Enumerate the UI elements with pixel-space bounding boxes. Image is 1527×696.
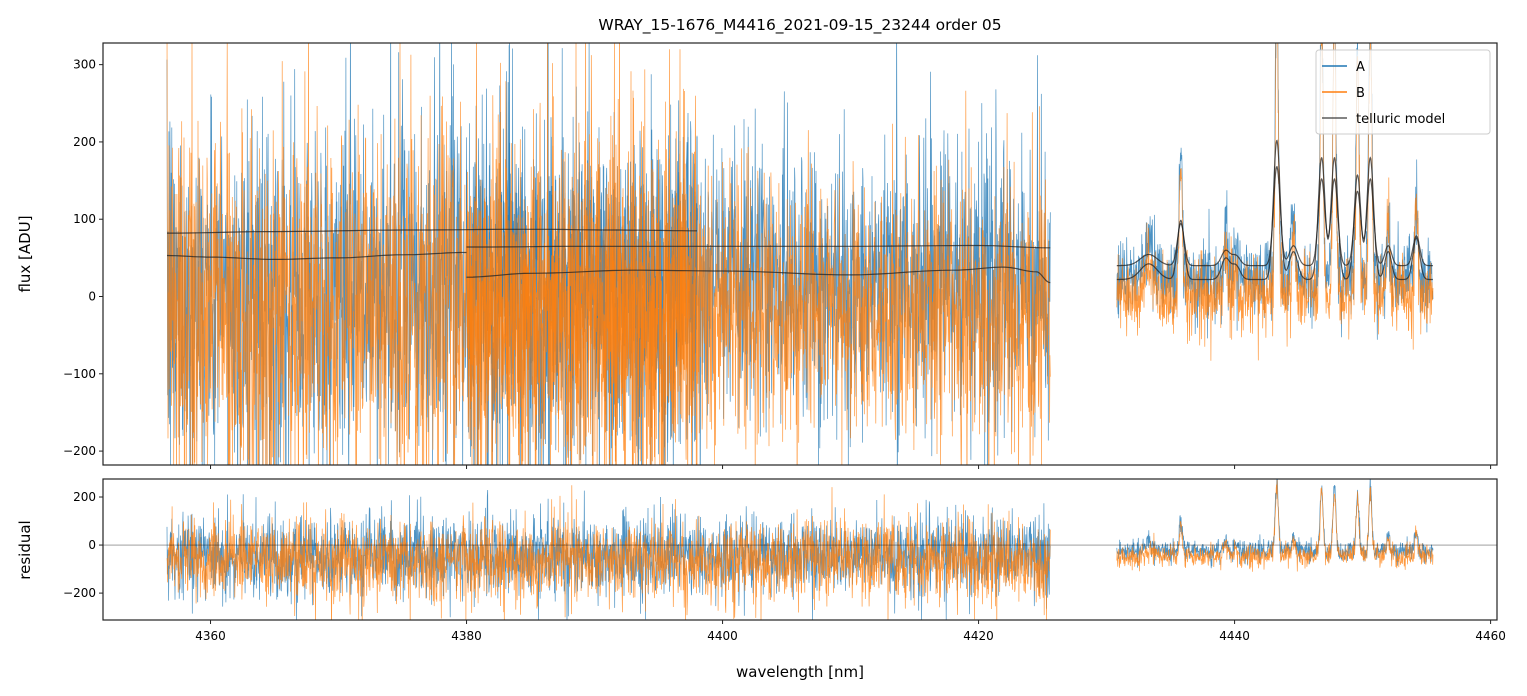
axes: −200 −100 0 100 200 300 −200 0 200 4360 4380 4400 44… [63, 42, 1506, 643]
y-tick-label: −100 [63, 367, 96, 381]
y-tick-label: 0 [88, 290, 96, 304]
x-axis-label: wavelength [nm] [736, 663, 864, 681]
y-tick-label: 100 [73, 212, 96, 226]
y-tick-label: 200 [73, 490, 96, 504]
residual-ylabel: residual [16, 520, 34, 579]
residual-panel-data [166, 479, 1434, 620]
legend: A B telluric model [1315, 49, 1491, 135]
x-tick-label: 4420 [963, 629, 994, 643]
legend-box [1315, 49, 1491, 135]
y-tick-label: 200 [73, 135, 96, 149]
legend-label-telluric: telluric model [1356, 112, 1445, 127]
flux-panel-data [166, 43, 1434, 465]
x-tick-label: 4460 [1475, 629, 1506, 643]
telluric-model-line [466, 244, 1051, 249]
x-tick-label: 4440 [1219, 629, 1250, 643]
x-tick-label: 4400 [707, 629, 738, 643]
telluric-model-line [167, 228, 697, 234]
flux-ylabel: flux [ADU] [16, 215, 34, 292]
legend-label-b: B [1356, 86, 1365, 101]
x-tick-label: 4360 [195, 629, 226, 643]
x-tick-label: 4380 [451, 629, 482, 643]
telluric-model-line [166, 251, 467, 260]
residual-axes-frame [102, 478, 1498, 621]
telluric-model-line [466, 266, 1051, 284]
y-tick-label: 0 [88, 538, 96, 552]
chart-title: WRAY_15-1676_M4416_2021-09-15_23244 orde… [598, 16, 1001, 35]
series-b-flux-line [466, 43, 1051, 465]
series-b-residual-line [166, 485, 1051, 620]
flux-axes-frame [102, 42, 1498, 466]
y-tick-label: 300 [73, 58, 96, 72]
y-tick-label: −200 [63, 586, 96, 600]
telluric-model-line [1116, 165, 1433, 267]
telluric-model-line [1116, 139, 1433, 281]
y-tick-label: −200 [63, 444, 96, 458]
legend-label-a: A [1356, 60, 1365, 75]
series-b-residual-line [1116, 479, 1434, 572]
